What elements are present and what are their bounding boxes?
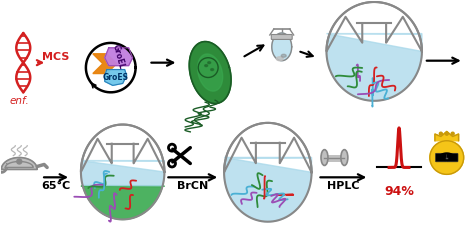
Polygon shape — [81, 125, 164, 172]
FancyBboxPatch shape — [436, 153, 447, 162]
Text: GroES: GroES — [103, 73, 129, 82]
Text: HPLC: HPLC — [327, 181, 360, 191]
Polygon shape — [327, 2, 422, 51]
Polygon shape — [435, 131, 458, 141]
Text: BrCN: BrCN — [177, 181, 208, 191]
Polygon shape — [93, 54, 117, 74]
Text: 94%: 94% — [384, 185, 414, 198]
Polygon shape — [81, 161, 164, 186]
Text: enf.: enf. — [9, 96, 29, 106]
Circle shape — [451, 132, 454, 135]
Circle shape — [17, 159, 22, 164]
Text: MCS: MCS — [42, 52, 70, 62]
Polygon shape — [189, 42, 231, 103]
Polygon shape — [198, 54, 223, 91]
Circle shape — [445, 132, 448, 135]
FancyBboxPatch shape — [447, 153, 458, 162]
Ellipse shape — [281, 54, 286, 57]
Ellipse shape — [276, 57, 283, 61]
Polygon shape — [272, 33, 292, 61]
Ellipse shape — [341, 150, 348, 165]
Circle shape — [430, 141, 464, 174]
Polygon shape — [105, 70, 127, 85]
Ellipse shape — [205, 65, 208, 67]
Polygon shape — [81, 186, 164, 219]
Polygon shape — [1, 158, 37, 169]
Polygon shape — [105, 48, 133, 66]
Ellipse shape — [321, 150, 328, 165]
Polygon shape — [5, 162, 33, 168]
Ellipse shape — [210, 69, 214, 71]
Circle shape — [439, 132, 442, 135]
Text: GroEL: GroEL — [111, 43, 127, 70]
Polygon shape — [224, 123, 311, 172]
Ellipse shape — [208, 62, 210, 64]
Polygon shape — [224, 158, 311, 222]
FancyBboxPatch shape — [271, 34, 292, 39]
Text: 65°C: 65°C — [41, 181, 71, 191]
Polygon shape — [327, 34, 422, 101]
